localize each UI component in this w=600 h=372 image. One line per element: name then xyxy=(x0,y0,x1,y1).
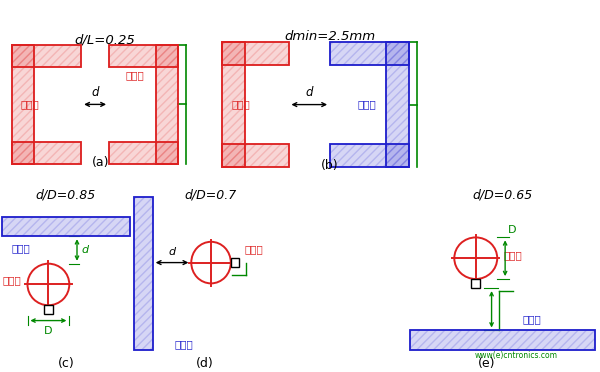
Polygon shape xyxy=(330,144,409,167)
Polygon shape xyxy=(330,42,409,65)
Text: (d): (d) xyxy=(196,357,214,370)
Text: www(e)cntronics.com: www(e)cntronics.com xyxy=(475,351,558,360)
Text: d: d xyxy=(82,245,89,255)
Polygon shape xyxy=(222,144,289,167)
Text: 热表面: 热表面 xyxy=(232,100,250,110)
Text: 冷表面: 冷表面 xyxy=(523,314,542,324)
Polygon shape xyxy=(222,42,245,167)
Text: 热表面: 热表面 xyxy=(244,244,263,254)
Text: (e): (e) xyxy=(478,357,496,370)
Polygon shape xyxy=(12,142,81,164)
Text: 冷表面: 冷表面 xyxy=(175,339,193,349)
Text: d: d xyxy=(91,86,99,99)
Polygon shape xyxy=(2,217,130,236)
Text: (a): (a) xyxy=(92,156,110,169)
Text: D: D xyxy=(44,326,53,336)
Text: 冷表面: 冷表面 xyxy=(358,100,377,110)
Polygon shape xyxy=(410,330,595,350)
Text: d: d xyxy=(169,247,176,257)
Polygon shape xyxy=(12,45,81,67)
Polygon shape xyxy=(157,45,178,164)
Text: (c): (c) xyxy=(58,357,74,370)
Text: 热表面: 热表面 xyxy=(2,275,21,285)
Polygon shape xyxy=(222,42,289,65)
Text: d: d xyxy=(305,86,313,99)
Polygon shape xyxy=(386,42,409,167)
Text: d/D=0.65: d/D=0.65 xyxy=(473,188,533,201)
Text: 热表面: 热表面 xyxy=(20,99,39,109)
Text: 热表面: 热表面 xyxy=(504,250,523,260)
Polygon shape xyxy=(109,142,178,164)
Polygon shape xyxy=(109,45,178,67)
Polygon shape xyxy=(134,197,153,350)
Text: d/D=0.7: d/D=0.7 xyxy=(185,188,237,201)
Bar xyxy=(472,279,480,288)
Text: D: D xyxy=(508,225,516,235)
Text: dmin=2.5mm: dmin=2.5mm xyxy=(284,30,376,43)
Text: d/D=0.85: d/D=0.85 xyxy=(36,188,96,201)
Text: 热表面: 热表面 xyxy=(125,70,144,80)
Bar xyxy=(231,259,239,267)
Polygon shape xyxy=(12,45,34,164)
Text: (b): (b) xyxy=(321,159,339,172)
Text: d/L=0.25: d/L=0.25 xyxy=(74,33,136,46)
Bar xyxy=(44,305,53,314)
Text: 冷表面: 冷表面 xyxy=(11,243,30,253)
